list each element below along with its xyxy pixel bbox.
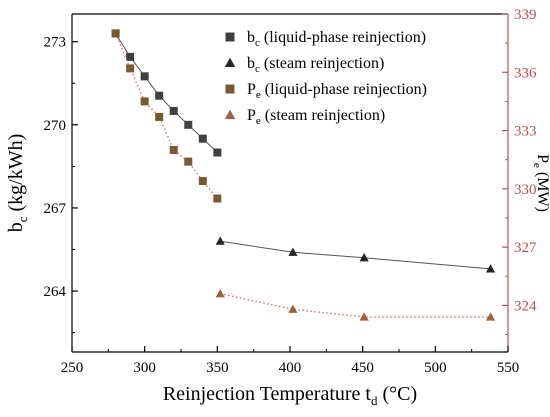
legend-label-tail: (steam reinjection)	[261, 107, 385, 124]
data-point-bc_steam	[288, 247, 298, 256]
data-point-bc_steam	[215, 236, 225, 245]
data-point-pe_steam	[485, 312, 496, 321]
right-axis-ticks: 324 327 330 333 336 339	[502, 7, 537, 336]
legend-label-main: P	[247, 81, 256, 98]
right-tick-label: 330	[514, 182, 537, 198]
legend-item-pe_steam: Pe (steam reinjection)	[224, 107, 385, 127]
x-axis-title-tail: (°C)	[377, 383, 417, 405]
x-tick-label: 300	[133, 360, 156, 376]
legend-label-pe_liquid: Pe (liquid-phase reinjection)	[247, 81, 427, 101]
left-tick-label: 264	[44, 284, 67, 300]
legend-marker-bc_steam	[224, 57, 236, 68]
series-line-pe_liquid	[114, 33, 218, 199]
data-point-bc_liquid	[169, 106, 178, 115]
series-layer	[111, 29, 496, 321]
right-tick-label: 333	[514, 124, 537, 140]
legend-label-main: P	[247, 107, 256, 124]
data-point-bc_liquid	[198, 134, 207, 143]
data-point-pe_liquid	[155, 112, 164, 121]
legend-item-bc_liquid: bc (liquid-phase reinjection)	[225, 29, 426, 49]
legend-label-sub: c	[255, 37, 260, 49]
left-tick-label: 267	[44, 201, 67, 217]
left-tick-label: 273	[44, 35, 67, 51]
x-axis-title-main: Reinjection Temperature t	[163, 383, 372, 405]
legend-label-tail: (liquid-phase reinjection)	[260, 29, 426, 46]
data-point-bc_liquid	[184, 120, 193, 129]
right-axis-title: Pe (MW)	[531, 154, 550, 212]
legend-item-pe_liquid: Pe (liquid-phase reinjection)	[225, 81, 427, 101]
data-point-bc_steam	[359, 253, 369, 262]
right-axis-title-sub: e	[531, 163, 543, 168]
left-tick-label: 270	[44, 118, 67, 134]
left-axis-title: bc (kg/kWh)	[5, 134, 30, 233]
data-point-pe_liquid	[140, 97, 149, 106]
legend-marker-bc_liquid	[225, 32, 235, 42]
right-tick-label: 339	[514, 7, 537, 23]
left-axis-title-tail: (kg/kWh)	[5, 134, 27, 217]
x-tick-label: 450	[351, 360, 374, 376]
data-point-bc_liquid	[126, 52, 135, 61]
x-tick-label: 250	[61, 360, 84, 376]
legend-label-sub: c	[255, 63, 260, 75]
series-pe_liquid	[111, 29, 222, 203]
series-line-bc_liquid	[115, 33, 218, 153]
left-axis-ticks: 264 267 270 273	[44, 35, 78, 334]
left-axis-title-main: b	[5, 222, 27, 232]
x-tick-label: 400	[279, 360, 302, 376]
x-tick-label: 350	[206, 360, 229, 376]
x-tick-label: 550	[497, 360, 520, 376]
legend: bc (liquid-phase reinjection)bc (steam r…	[224, 29, 427, 127]
legend-marker-pe_steam	[224, 109, 236, 120]
x-tick-label: 500	[424, 360, 447, 376]
data-point-pe_steam	[288, 304, 298, 313]
legend-label-tail: (liquid-phase reinjection)	[261, 81, 427, 98]
legend-label-sub: e	[256, 89, 261, 101]
data-point-pe_steam	[215, 288, 225, 298]
right-tick-label: 336	[514, 65, 537, 81]
data-point-bc_liquid	[140, 72, 149, 81]
x-axis-title-sub: d	[371, 393, 378, 408]
legend-label-bc_liquid: bc (liquid-phase reinjection)	[247, 29, 426, 49]
right-tick-label: 324	[514, 298, 537, 314]
data-point-pe_liquid	[126, 64, 135, 73]
legend-item-bc_steam: bc (steam reinjection)	[224, 55, 384, 75]
series-bc_liquid	[111, 29, 222, 157]
series-pe_steam	[215, 288, 496, 321]
data-point-pe_liquid	[111, 29, 120, 38]
data-point-pe_steam	[359, 312, 369, 321]
data-point-bc_steam	[485, 264, 496, 273]
x-axis-ticks: 250 300 350 400 450 500 550	[61, 346, 520, 376]
data-point-bc_liquid	[155, 91, 164, 100]
right-axis-title-tail: (MW)	[534, 168, 550, 212]
data-point-pe_liquid	[198, 177, 207, 186]
data-point-pe_liquid	[213, 194, 222, 203]
legend-label-tail: (steam reinjection)	[260, 55, 384, 72]
right-axis-title-main: P	[534, 154, 550, 163]
right-tick-label: 327	[514, 240, 537, 256]
legend-label-main: b	[247, 29, 255, 46]
legend-label-pe_steam: Pe (steam reinjection)	[247, 107, 385, 127]
data-point-bc_liquid	[213, 148, 222, 157]
series-line-bc_steam	[220, 240, 491, 270]
series-bc_steam	[215, 236, 496, 273]
data-point-pe_liquid	[169, 145, 178, 154]
legend-label-main: b	[247, 55, 255, 72]
legend-label-bc_steam: bc (steam reinjection)	[247, 55, 384, 75]
x-axis-title: Reinjection Temperature td (°C)	[163, 383, 417, 408]
left-axis-title-sub: c	[15, 216, 30, 222]
series-line-pe_steam	[220, 293, 491, 318]
legend-marker-pe_liquid	[225, 84, 235, 94]
legend-label-sub: e	[256, 115, 261, 127]
data-point-pe_liquid	[184, 157, 193, 166]
